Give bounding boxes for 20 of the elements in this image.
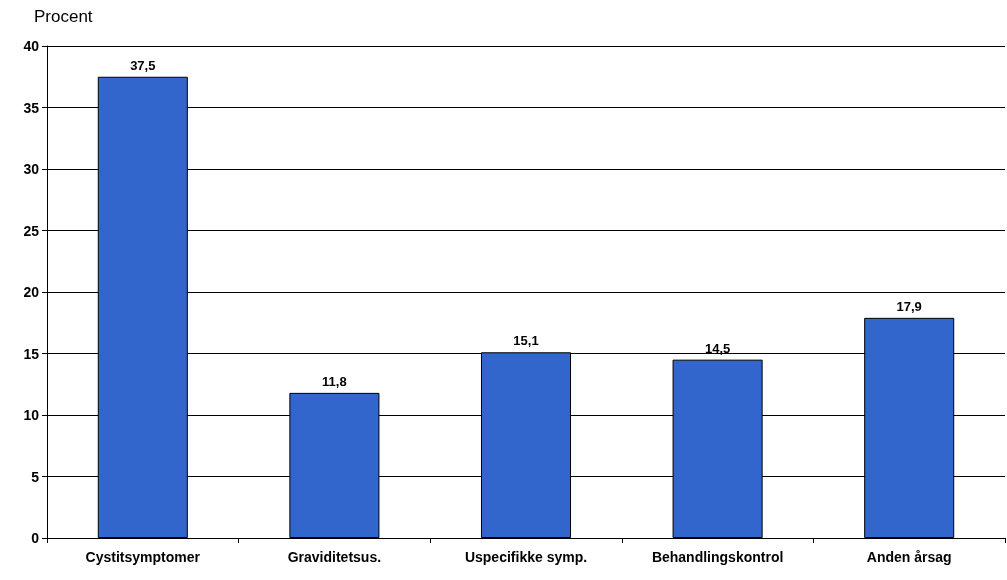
y-axis-title: Procent [34,7,93,26]
y-tick-label: 0 [31,530,40,546]
x-tick-label: Graviditetsus. [287,549,382,565]
x-tick-label: Uspecifikke symp. [464,549,588,565]
y-tick-label: 5 [31,468,40,485]
data-label: 11,8 [322,373,347,389]
y-tick-label: 30 [23,161,40,177]
data-label: 15,1 [513,333,539,349]
y-tick-label: 10 [23,407,40,423]
x-tick-label: Cystitsymptomer [85,549,201,565]
y-tick-label: 15 [23,345,40,362]
data-label: 17,9 [896,298,922,314]
data-label: 37,5 [130,57,156,73]
y-tick-label: 40 [23,38,40,54]
y-tick-label: 20 [23,284,40,300]
x-tick-label: Behandlingskontrol [651,549,784,565]
x-tick-label: Anden årsag [866,549,952,565]
data-label: 14,5 [704,340,731,356]
y-tick-label: 25 [23,222,40,239]
y-tick-label: 35 [23,99,40,116]
